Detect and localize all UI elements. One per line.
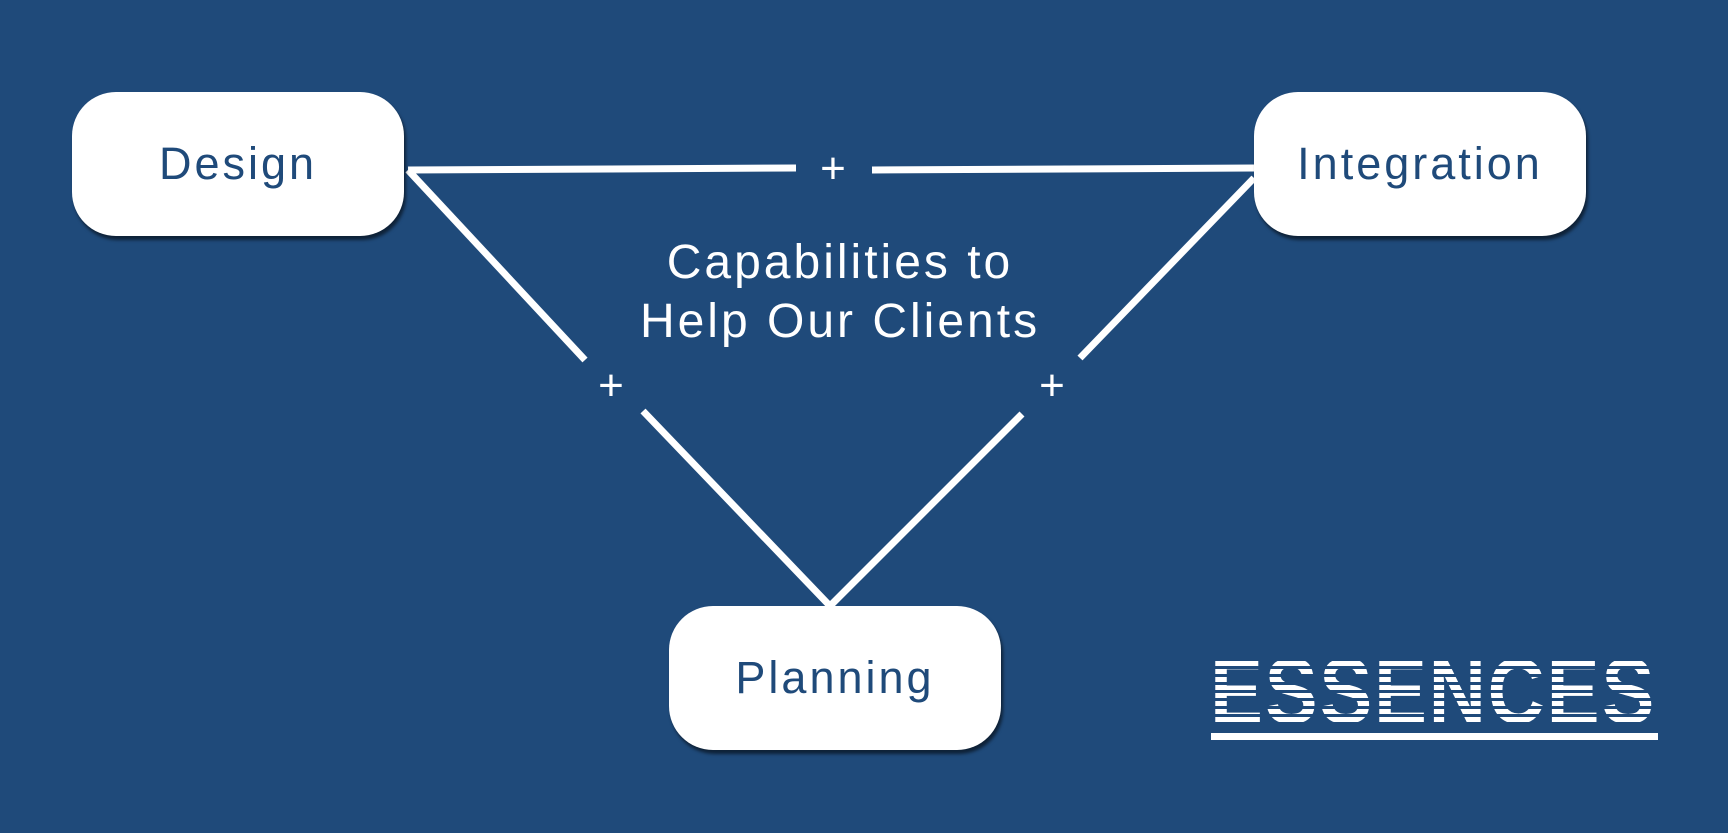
plus-icon: + [1039,361,1065,410]
node-integration: Integration [1254,92,1586,236]
node-planning-label: Planning [735,652,935,703]
center-title-line-1: Capabilities to [666,236,1014,289]
node-design: Design [72,92,404,236]
connector-design-integration-right [871,164,1255,174]
node-design-label: Design [158,138,318,189]
center-title-line-2: Help Our Clients [639,295,1041,348]
connector-design-integration-left [407,164,797,174]
connector-integration-planning-upper [1077,175,1257,361]
node-integration-label: Integration [1297,138,1543,189]
center-title: Capabilities to Help Our Clients [560,233,1120,351]
essences-logo: ESSENCES [1210,645,1658,743]
logo-underline [1211,733,1658,740]
connector-design-planning-upper [405,167,588,363]
connector-design-planning-lower [640,408,833,609]
node-planning: Planning [669,606,1001,750]
logo-wordmark: ESSENCES [1210,645,1656,743]
connector-integration-planning-lower [827,411,1025,609]
plus-icon: + [820,144,846,193]
plus-icon: + [598,361,624,410]
